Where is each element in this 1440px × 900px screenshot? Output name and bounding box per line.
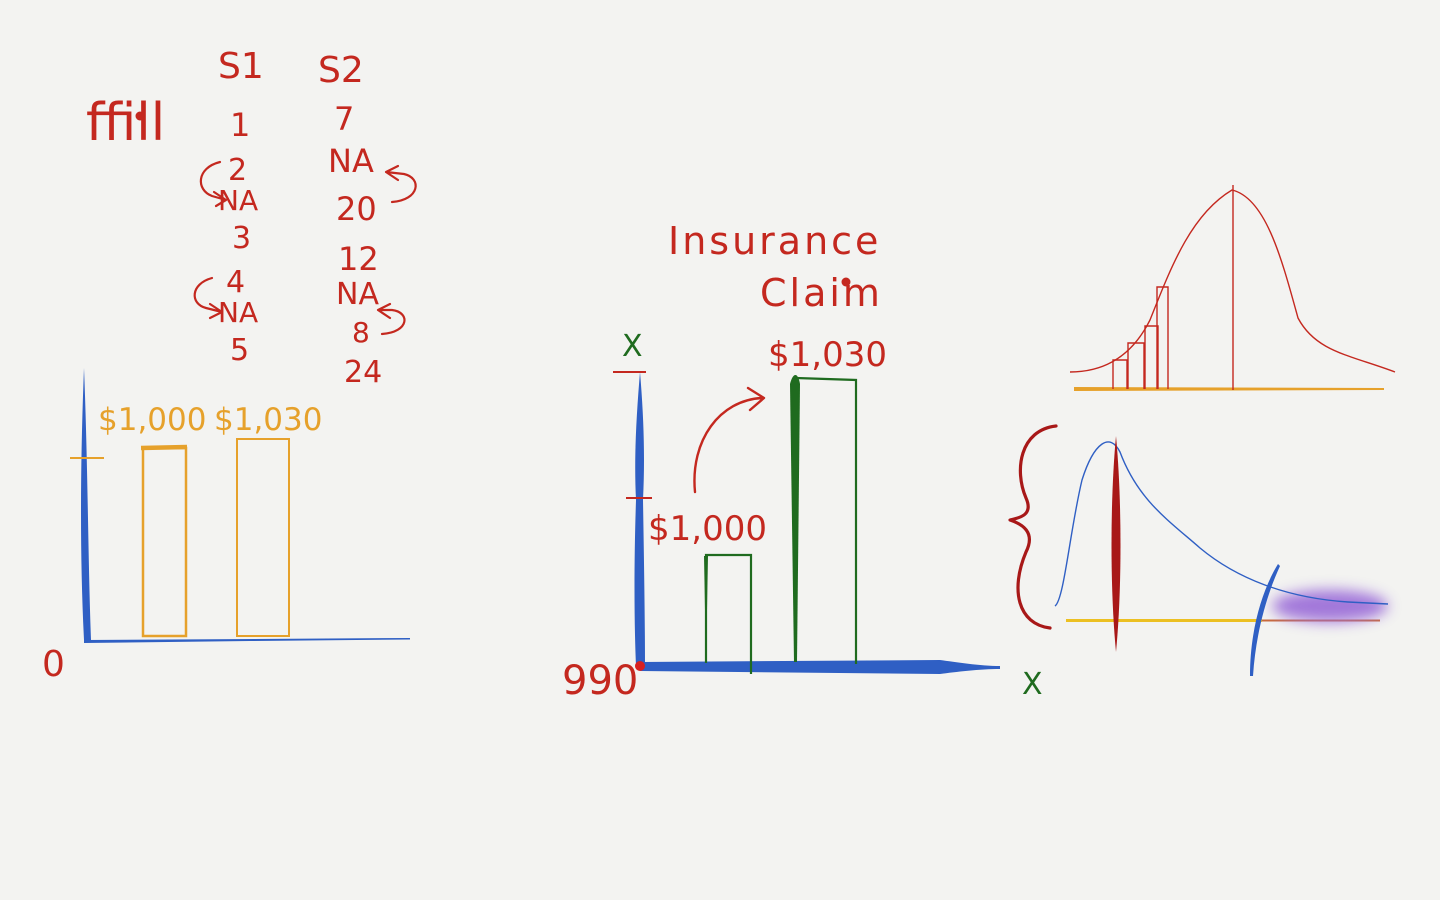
s2-value-1: 7 <box>334 100 354 138</box>
middle-bar-1030-outline <box>795 376 858 664</box>
header-s1: S1 <box>218 46 264 87</box>
header-s2: S2 <box>318 50 364 91</box>
s1-value-6: NA <box>218 296 258 329</box>
s2-value-4: 12 <box>338 240 379 278</box>
middle-y-axis <box>634 372 645 666</box>
bell-curve-histogram <box>1112 286 1169 389</box>
middle-shift-arrow <box>693 386 766 494</box>
middle-bar-1000-left-stroke <box>704 556 708 663</box>
insurance-claim-chart: Insurance Claim X X 990 $1,000 $1,030 <box>562 219 1043 704</box>
ffill-dot <box>135 111 145 121</box>
s2-value-2: NA <box>328 142 374 180</box>
skew-curve-line <box>1054 441 1389 607</box>
middle-y-axis-mark: X <box>622 329 643 364</box>
s2-value-7: 24 <box>344 355 382 390</box>
s2-value-3: 20 <box>336 190 377 228</box>
skew-brace <box>1008 424 1058 630</box>
middle-bar-1030-left-stroke <box>790 375 800 662</box>
skew-tail-smudge <box>1272 590 1388 622</box>
s2-ffill-arrow-2 <box>376 302 406 336</box>
middle-origin-label: 990 <box>562 658 638 704</box>
middle-title-line2: Claim <box>760 271 883 315</box>
s1-value-4: 3 <box>232 221 251 256</box>
middle-origin-dot <box>635 661 645 671</box>
skewed-curve-sketch <box>1008 424 1389 676</box>
middle-x-axis <box>640 660 1000 674</box>
middle-bar-label-1030: $1,030 <box>768 335 887 375</box>
middle-x-axis-mark: X <box>1022 667 1043 702</box>
left-bar-chart: 0 $1,000 $1,030 <box>42 368 410 685</box>
s1-value-7: 5 <box>230 333 249 368</box>
s2-value-5: NA <box>336 277 379 312</box>
s1-ffill-arrow-2 <box>193 276 224 320</box>
s1-ffill-arrow-1 <box>199 160 228 208</box>
left-bar-1030 <box>236 438 290 637</box>
bell-curve-baseline <box>1074 387 1384 391</box>
bell-curve-line <box>1069 189 1396 373</box>
skew-baseline <box>1066 619 1262 622</box>
skew-tail-cut <box>1250 564 1280 676</box>
left-y-axis <box>81 368 91 640</box>
skew-mode-line <box>1111 436 1121 652</box>
s2-value-6: 8 <box>352 316 370 349</box>
bell-curve-sketch <box>1069 185 1396 391</box>
left-x-axis <box>84 638 410 643</box>
ffill-table: ffill S1 S2 1 2 NA 3 4 NA 5 7 NA 20 12 N… <box>86 46 382 390</box>
s1-value-2: 2 <box>228 153 247 188</box>
ffill-label: ffill <box>86 93 165 153</box>
middle-bar-label-1000: $1,000 <box>648 509 767 549</box>
s2-ffill-arrow-1 <box>384 164 417 204</box>
s1-value-1: 1 <box>230 106 250 144</box>
middle-title-dot <box>841 277 851 287</box>
ffill-arrows <box>193 160 417 336</box>
left-bar-label-1030: $1,030 <box>214 402 322 438</box>
left-zero-label: 0 <box>42 644 65 685</box>
s1-value-5: 4 <box>226 265 245 300</box>
middle-title-line1: Insurance <box>668 219 881 263</box>
left-bar-1000-cap <box>140 444 188 451</box>
left-bar-label-1000: $1,000 <box>98 402 206 438</box>
